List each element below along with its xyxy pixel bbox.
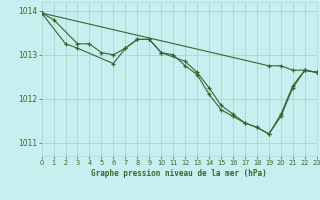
X-axis label: Graphe pression niveau de la mer (hPa): Graphe pression niveau de la mer (hPa) <box>91 169 267 178</box>
